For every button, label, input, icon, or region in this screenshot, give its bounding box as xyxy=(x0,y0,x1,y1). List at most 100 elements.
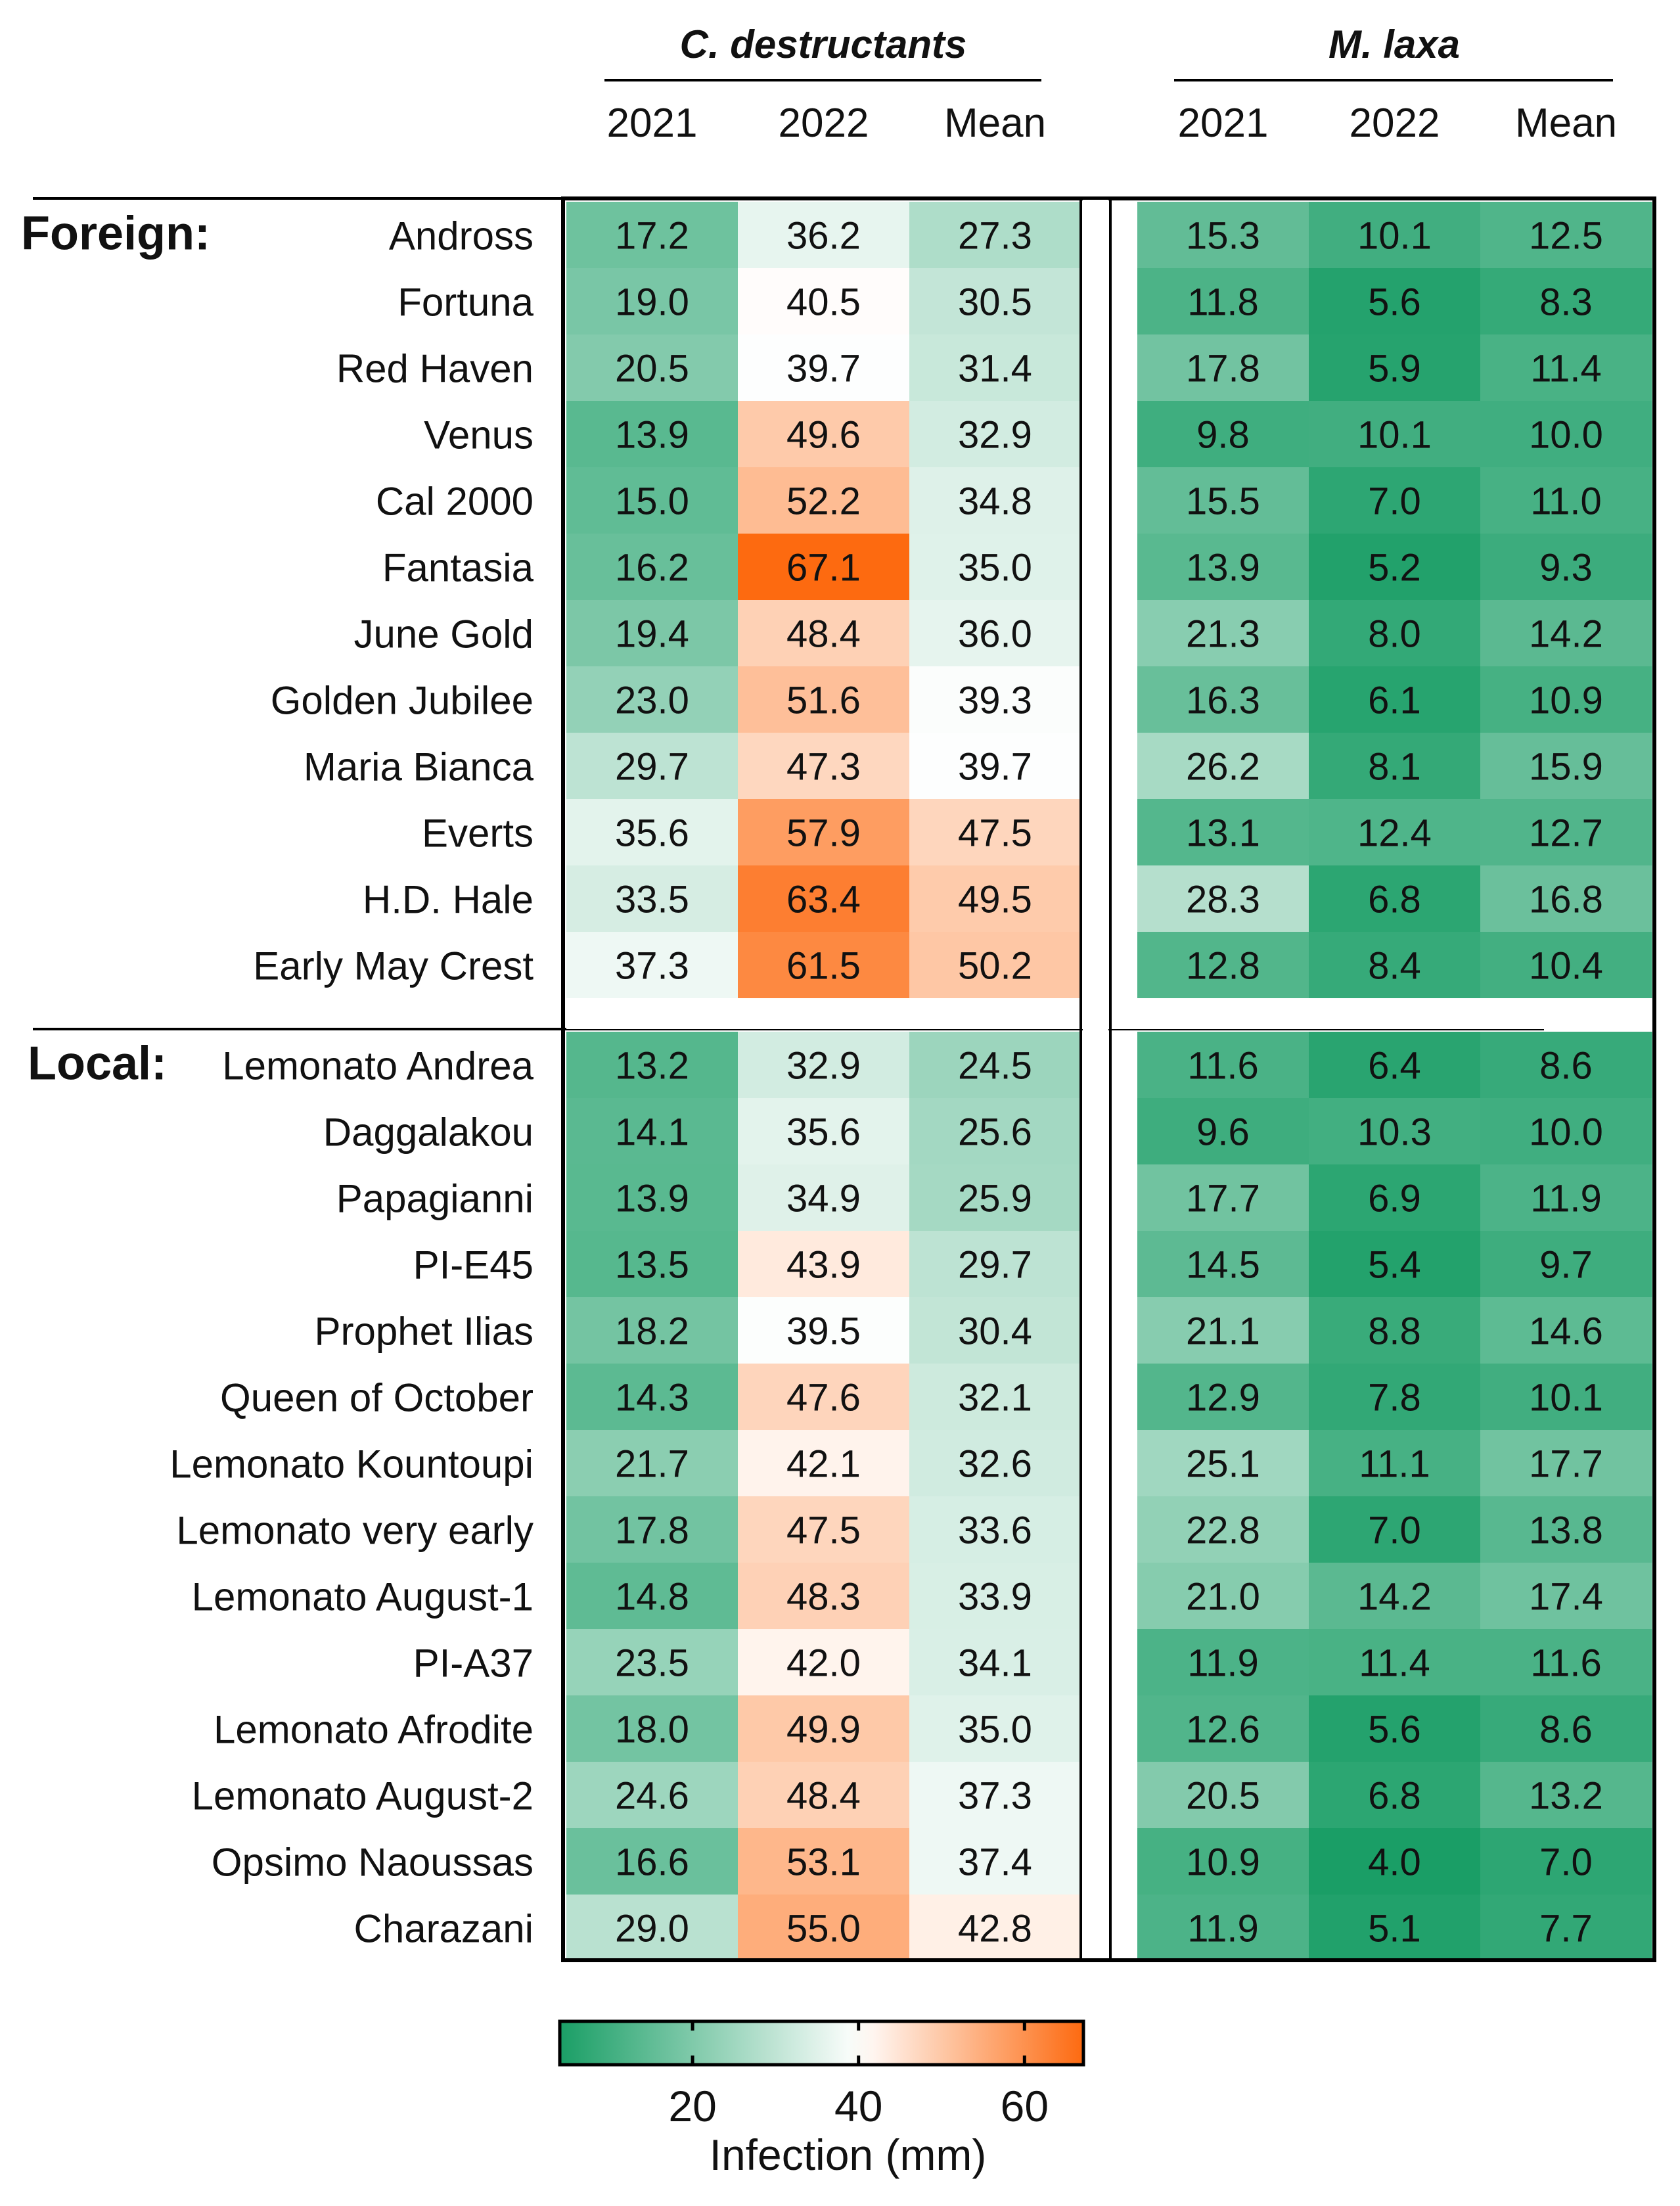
heatmap-cell xyxy=(1480,1364,1652,1431)
cell-value: 13.2 xyxy=(615,1045,689,1088)
heatmap-cell xyxy=(909,534,1081,601)
column-header: 2022 xyxy=(1350,101,1440,146)
row-label: Fantasia xyxy=(382,546,534,590)
cell-value: 10.0 xyxy=(1529,414,1603,457)
cell-value: 10.1 xyxy=(1357,215,1432,258)
heatmap-cell xyxy=(1137,1430,1309,1497)
heatmap-cell xyxy=(909,1695,1081,1762)
cell-value: 17.8 xyxy=(615,1509,689,1552)
heatmap-cell xyxy=(1309,334,1481,402)
heatmap-cell xyxy=(1137,1828,1309,1895)
cell-value: 21.0 xyxy=(1186,1576,1260,1619)
heatmap-cell xyxy=(1480,799,1652,866)
heatmap-cell xyxy=(738,1496,910,1563)
heatmap-cell xyxy=(909,799,1081,866)
heatmap-cell xyxy=(738,1762,910,1829)
cell-value: 14.2 xyxy=(1357,1576,1432,1619)
heatmap-cell xyxy=(1137,1762,1309,1829)
heatmap-cell xyxy=(566,467,738,534)
heatmap-cell xyxy=(1309,1496,1481,1563)
heatmap-cell xyxy=(1309,1828,1481,1895)
cell-value: 29.7 xyxy=(615,746,689,789)
group-header: C. destructants xyxy=(680,22,967,66)
cell-value: 25.6 xyxy=(958,1111,1032,1154)
heatmap-cell xyxy=(738,799,910,866)
row-label: Lemonato very early xyxy=(176,1509,534,1553)
cell-value: 5.9 xyxy=(1368,348,1421,390)
cell-value: 20.5 xyxy=(615,348,689,390)
row-label: Opsimo Naoussas xyxy=(212,1841,534,1885)
cell-value: 12.5 xyxy=(1529,215,1603,258)
heatmap-cell xyxy=(1480,268,1652,335)
cell-value: 47.3 xyxy=(786,746,861,789)
heatmap-cell xyxy=(566,865,738,932)
cell-value: 61.5 xyxy=(786,945,861,988)
heatmap-cell xyxy=(1309,666,1481,733)
heatmap-cell xyxy=(909,1563,1081,1630)
cell-value: 8.8 xyxy=(1368,1310,1421,1353)
heatmap-cell xyxy=(738,467,910,534)
heatmap-cell xyxy=(1137,334,1309,402)
cell-value: 5.1 xyxy=(1368,1908,1421,1950)
cell-value: 10.1 xyxy=(1529,1377,1603,1419)
heatmap-cell xyxy=(1309,534,1481,601)
heatmap-cell xyxy=(1480,1430,1652,1497)
cell-value: 6.1 xyxy=(1368,679,1421,722)
cell-value: 34.8 xyxy=(958,480,1032,523)
heatmap-frame xyxy=(561,196,1656,1962)
heatmap-cell xyxy=(566,799,738,866)
cell-value: 14.1 xyxy=(615,1111,689,1154)
heatmap-cell xyxy=(909,268,1081,335)
cell-value: 35.0 xyxy=(958,1709,1032,1751)
heatmap-cell xyxy=(1137,1297,1309,1364)
heatmap-cell xyxy=(909,467,1081,534)
colorbar-label: Infection (mm) xyxy=(710,2130,987,2179)
cell-value: 5.2 xyxy=(1368,547,1421,589)
cell-value: 18.2 xyxy=(615,1310,689,1353)
cell-value: 39.5 xyxy=(786,1310,861,1353)
heatmap-cell xyxy=(1137,1364,1309,1431)
heatmap-cell xyxy=(566,1364,738,1431)
cell-value: 36.2 xyxy=(786,215,861,258)
cell-value: 21.7 xyxy=(615,1443,689,1486)
row-label: Lemonato August-2 xyxy=(192,1774,534,1818)
cell-value: 13.9 xyxy=(1186,547,1260,589)
cell-value: 9.8 xyxy=(1196,414,1250,457)
heatmap-cell xyxy=(909,1231,1081,1298)
heatmap-cell xyxy=(738,932,910,999)
heatmap-cell xyxy=(1480,1231,1652,1298)
cell-value: 49.9 xyxy=(786,1709,861,1751)
heatmap-cell xyxy=(1309,1164,1481,1231)
row-label: Andross xyxy=(389,214,534,258)
cell-value: 37.3 xyxy=(615,945,689,988)
heatmap-cell xyxy=(566,600,738,667)
cell-value: 8.0 xyxy=(1368,613,1421,656)
cell-value: 7.7 xyxy=(1539,1908,1593,1950)
cell-value: 15.5 xyxy=(1186,480,1260,523)
heatmap-cell xyxy=(1480,1032,1652,1099)
row-labels: Foreign: Andross Fortuna Red Haven Venus Cal … xyxy=(21,208,534,1951)
column-header: 2022 xyxy=(779,101,869,146)
cell-value: 26.2 xyxy=(1186,746,1260,789)
heatmap-cell xyxy=(909,932,1081,999)
cell-value: 51.6 xyxy=(786,679,861,722)
heatmap-cell xyxy=(1309,1032,1481,1099)
heatmap-cell xyxy=(566,1098,738,1165)
heatmap-cell xyxy=(1309,401,1481,468)
heatmap-cell xyxy=(566,1430,738,1497)
heatmap-cell xyxy=(738,1629,910,1696)
cell-value: 5.6 xyxy=(1368,281,1421,324)
heatmap-cell xyxy=(738,401,910,468)
cell-value: 50.2 xyxy=(958,945,1032,988)
heatmap-cell xyxy=(738,202,910,269)
heatmap-cell xyxy=(909,865,1081,932)
cell-value: 42.8 xyxy=(958,1908,1032,1950)
row-label: Early May Crest xyxy=(253,944,534,988)
heatmap-cell xyxy=(909,401,1081,468)
heatmap-cell xyxy=(566,1895,738,1962)
heatmap-cell xyxy=(738,1695,910,1762)
cell-value: 63.4 xyxy=(786,879,861,921)
cell-value: 24.6 xyxy=(615,1775,689,1818)
heatmap-cell xyxy=(1480,1895,1652,1962)
heatmap-cell xyxy=(738,1032,910,1099)
